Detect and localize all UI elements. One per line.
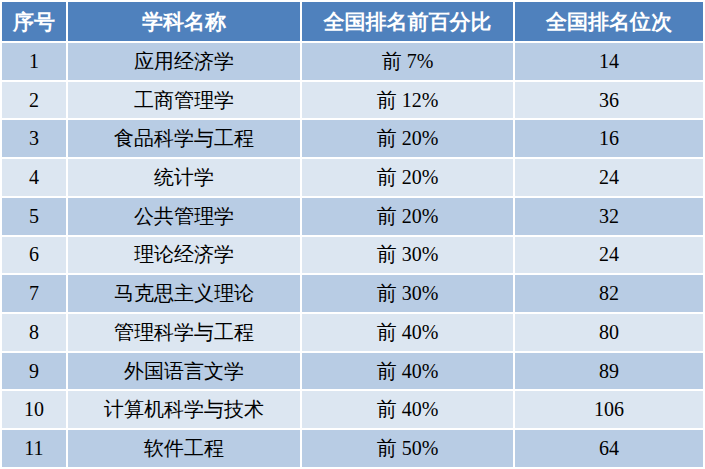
cell-percentile: 前 20% — [302, 198, 513, 235]
table-row: 4 统计学 前 20% 24 — [2, 159, 703, 196]
cell-rank: 106 — [515, 391, 703, 428]
cell-percentile: 前 7% — [302, 43, 513, 80]
cell-subject: 管理科学与工程 — [68, 314, 300, 351]
cell-rank: 24 — [515, 237, 703, 274]
ranking-table-container: 序号 学科名称 全国排名前百分比 全国排名位次 1 应用经济学 前 7% 14 … — [0, 0, 705, 469]
cell-percentile: 前 40% — [302, 314, 513, 351]
cell-index: 7 — [2, 275, 66, 312]
subject-ranking-table: 序号 学科名称 全国排名前百分比 全国排名位次 1 应用经济学 前 7% 14 … — [0, 0, 705, 469]
cell-rank: 82 — [515, 275, 703, 312]
cell-rank: 14 — [515, 43, 703, 80]
header-col-index: 序号 — [2, 2, 66, 41]
table-row: 2 工商管理学 前 12% 36 — [2, 82, 703, 119]
cell-rank: 80 — [515, 314, 703, 351]
cell-index: 10 — [2, 391, 66, 428]
cell-subject: 食品科学与工程 — [68, 120, 300, 157]
cell-index: 3 — [2, 120, 66, 157]
table-body: 1 应用经济学 前 7% 14 2 工商管理学 前 12% 36 3 食品科学与… — [2, 43, 703, 467]
cell-percentile: 前 30% — [302, 237, 513, 274]
cell-percentile: 前 12% — [302, 82, 513, 119]
cell-percentile: 前 40% — [302, 391, 513, 428]
header-row: 序号 学科名称 全国排名前百分比 全国排名位次 — [2, 2, 703, 41]
cell-subject: 外国语言文学 — [68, 353, 300, 390]
table-row: 7 马克思主义理论 前 30% 82 — [2, 275, 703, 312]
table-row: 10 计算机科学与技术 前 40% 106 — [2, 391, 703, 428]
cell-index: 5 — [2, 198, 66, 235]
cell-subject: 计算机科学与技术 — [68, 391, 300, 428]
cell-index: 2 — [2, 82, 66, 119]
table-row: 6 理论经济学 前 30% 24 — [2, 237, 703, 274]
cell-rank: 89 — [515, 353, 703, 390]
cell-index: 1 — [2, 43, 66, 80]
table-row: 1 应用经济学 前 7% 14 — [2, 43, 703, 80]
cell-subject: 应用经济学 — [68, 43, 300, 80]
cell-rank: 16 — [515, 120, 703, 157]
table-row: 11 软件工程 前 50% 64 — [2, 430, 703, 467]
table-row: 5 公共管理学 前 20% 32 — [2, 198, 703, 235]
cell-subject: 公共管理学 — [68, 198, 300, 235]
cell-subject: 理论经济学 — [68, 237, 300, 274]
cell-index: 8 — [2, 314, 66, 351]
cell-rank: 64 — [515, 430, 703, 467]
cell-percentile: 前 50% — [302, 430, 513, 467]
cell-percentile: 前 40% — [302, 353, 513, 390]
cell-subject: 统计学 — [68, 159, 300, 196]
table-row: 8 管理科学与工程 前 40% 80 — [2, 314, 703, 351]
cell-percentile: 前 20% — [302, 159, 513, 196]
cell-index: 6 — [2, 237, 66, 274]
cell-index: 9 — [2, 353, 66, 390]
table-row: 9 外国语言文学 前 40% 89 — [2, 353, 703, 390]
cell-rank: 32 — [515, 198, 703, 235]
header-col-percentile: 全国排名前百分比 — [302, 2, 513, 41]
cell-subject: 软件工程 — [68, 430, 300, 467]
header-col-subject: 学科名称 — [68, 2, 300, 41]
cell-index: 4 — [2, 159, 66, 196]
header-col-rank: 全国排名位次 — [515, 2, 703, 41]
cell-percentile: 前 30% — [302, 275, 513, 312]
cell-subject: 工商管理学 — [68, 82, 300, 119]
cell-subject: 马克思主义理论 — [68, 275, 300, 312]
table-row: 3 食品科学与工程 前 20% 16 — [2, 120, 703, 157]
cell-rank: 36 — [515, 82, 703, 119]
cell-index: 11 — [2, 430, 66, 467]
cell-rank: 24 — [515, 159, 703, 196]
cell-percentile: 前 20% — [302, 120, 513, 157]
